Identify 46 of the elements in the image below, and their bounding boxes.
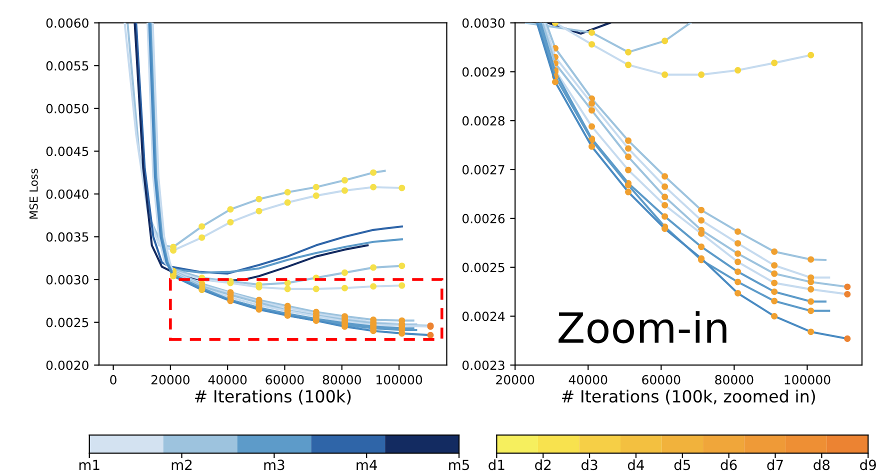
category-label: m4 xyxy=(356,460,378,470)
y-tick-label: 0.0023 xyxy=(462,360,504,370)
x-axis-title: # Iterations (100k) xyxy=(194,390,351,405)
y-tick-label: 0.0060 xyxy=(46,18,88,28)
category-label: m3 xyxy=(264,460,284,470)
y-tick-label: 0.0024 xyxy=(462,312,505,322)
category-label: d2 xyxy=(535,459,551,470)
annotation: Zoom-in xyxy=(558,311,726,344)
category-label: d4 xyxy=(628,459,644,470)
y-tick-label: 0.0020 xyxy=(46,360,88,370)
x-tick-label: 20000 xyxy=(151,375,190,384)
y-tick-label: 0.0030 xyxy=(46,275,88,284)
category-label: d6 xyxy=(720,459,737,470)
category-label: d5 xyxy=(674,459,690,470)
category-label: m5 xyxy=(449,460,469,470)
x-tick-label: 40000 xyxy=(208,375,247,384)
y-tick-label: 0.0045 xyxy=(46,146,88,156)
y-tick-label: 0.0027 xyxy=(462,164,504,174)
x-tick-label: 60000 xyxy=(266,375,304,384)
x-tick-label: 20000 xyxy=(496,375,534,384)
category-label: d9 xyxy=(860,459,876,470)
y-tick-label: 0.0025 xyxy=(46,318,88,328)
y-axis-title: MSE Loss xyxy=(29,168,38,219)
x-tick-label: 60000 xyxy=(642,375,680,384)
y-tick-label: 0.0025 xyxy=(462,262,504,272)
y-tick-label: 0.0026 xyxy=(462,214,505,224)
x-tick-label: 100000 xyxy=(784,375,830,384)
y-tick-label: 0.0029 xyxy=(462,67,504,77)
category-label: d8 xyxy=(814,459,830,470)
y-tick-label: 0.0035 xyxy=(46,232,88,242)
category-label: m2 xyxy=(172,460,192,470)
x-tick-label: 100000 xyxy=(376,375,422,384)
category-label: m1 xyxy=(79,460,100,470)
y-tick-label: 0.0040 xyxy=(46,189,88,199)
category-label: d1 xyxy=(488,459,504,470)
y-tick-label: 0.0050 xyxy=(46,104,88,114)
x-tick-label: 0 xyxy=(110,375,116,384)
x-tick-label: 40000 xyxy=(568,375,608,384)
category-label: d3 xyxy=(581,459,598,470)
x-axis-title: # Iterations (100k, zoomed in) xyxy=(562,390,815,405)
x-tick-label: 80000 xyxy=(715,375,754,384)
x-tick-label: 80000 xyxy=(322,375,361,384)
y-tick-label: 0.0030 xyxy=(462,18,505,28)
category-label: d7 xyxy=(767,459,783,470)
y-tick-label: 0.0055 xyxy=(46,61,88,71)
y-tick-label: 0.0028 xyxy=(462,116,505,126)
